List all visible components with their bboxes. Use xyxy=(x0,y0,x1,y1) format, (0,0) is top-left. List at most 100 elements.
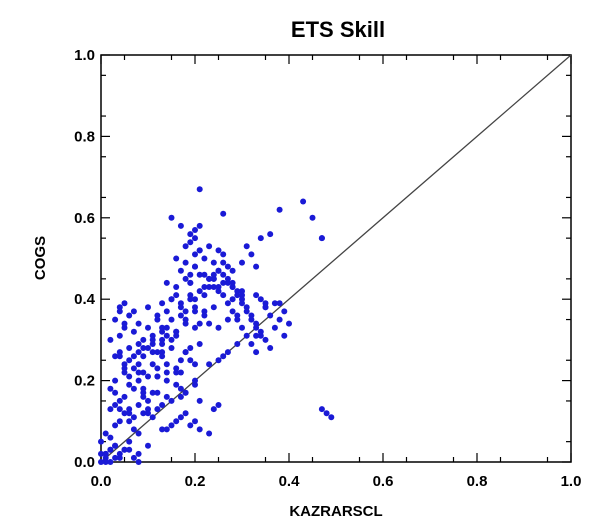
data-point xyxy=(121,369,128,376)
data-point xyxy=(112,389,119,396)
data-point xyxy=(182,316,189,323)
data-point xyxy=(140,353,147,360)
data-point xyxy=(201,255,208,262)
data-point xyxy=(177,222,184,229)
data-point xyxy=(206,320,213,327)
data-point xyxy=(187,292,194,299)
data-point xyxy=(248,312,255,319)
data-point xyxy=(271,300,278,307)
data-point xyxy=(177,393,184,400)
data-point xyxy=(271,324,278,331)
data-point xyxy=(154,316,161,323)
data-point xyxy=(145,373,151,380)
data-point xyxy=(149,414,156,421)
data-point xyxy=(163,279,170,286)
x-tick-label: 1.0 xyxy=(561,473,582,490)
data-point xyxy=(224,349,231,356)
data-points xyxy=(98,186,335,465)
data-point xyxy=(182,349,189,356)
data-point xyxy=(239,324,245,331)
data-point xyxy=(192,324,198,331)
data-point xyxy=(126,357,133,364)
data-point xyxy=(135,459,142,465)
data-point xyxy=(177,267,184,274)
x-tick-label: 0.6 xyxy=(373,473,394,490)
data-point xyxy=(192,381,198,388)
data-point xyxy=(173,332,180,339)
data-point xyxy=(121,393,128,400)
data-point xyxy=(210,304,217,311)
data-point xyxy=(145,410,151,417)
data-point xyxy=(168,345,175,351)
x-tick-label: 0.8 xyxy=(467,473,488,490)
data-point xyxy=(145,345,151,351)
data-point xyxy=(112,377,119,384)
data-point xyxy=(116,418,123,425)
y-tick-label: 0.8 xyxy=(74,128,95,145)
data-point xyxy=(154,389,161,396)
data-point xyxy=(210,259,217,266)
data-point xyxy=(220,292,227,299)
data-point xyxy=(107,406,114,413)
data-point xyxy=(159,324,166,331)
data-point xyxy=(220,251,227,258)
data-point xyxy=(215,324,222,331)
data-point xyxy=(140,393,147,400)
data-point xyxy=(177,304,184,311)
data-point xyxy=(159,402,166,408)
data-point xyxy=(126,438,133,445)
data-point xyxy=(192,418,198,425)
data-point xyxy=(206,430,213,437)
data-point xyxy=(182,275,189,282)
data-point xyxy=(173,365,180,372)
data-point xyxy=(243,304,250,311)
data-point xyxy=(243,243,250,250)
data-point xyxy=(210,406,217,413)
data-point xyxy=(276,316,283,323)
data-point xyxy=(328,414,335,421)
data-point xyxy=(168,336,175,343)
data-point xyxy=(300,198,307,205)
data-point xyxy=(187,422,194,429)
data-point xyxy=(220,271,227,278)
data-point xyxy=(215,247,222,254)
data-point xyxy=(196,271,203,278)
data-point xyxy=(187,271,194,278)
data-point xyxy=(229,308,236,315)
data-point xyxy=(281,332,288,339)
data-point xyxy=(276,206,283,213)
data-point xyxy=(130,385,137,392)
data-point xyxy=(135,320,142,327)
data-point xyxy=(215,284,222,290)
data-point xyxy=(145,324,151,331)
data-point xyxy=(253,332,260,339)
data-point xyxy=(239,296,245,303)
data-point xyxy=(267,312,274,319)
data-point xyxy=(121,410,128,417)
data-point xyxy=(173,369,180,376)
data-point xyxy=(187,239,194,246)
data-point xyxy=(196,341,203,347)
data-point xyxy=(107,434,114,441)
data-point xyxy=(224,300,231,307)
data-point xyxy=(126,345,133,351)
data-point xyxy=(229,296,236,303)
data-point xyxy=(187,231,194,238)
one-to-one-line xyxy=(100,54,572,463)
data-point xyxy=(163,332,170,339)
data-point xyxy=(248,251,255,258)
data-point xyxy=(215,267,222,274)
data-point xyxy=(206,361,213,368)
y-axis-label: COGS xyxy=(32,236,49,280)
data-point xyxy=(116,304,123,311)
data-point xyxy=(196,397,203,404)
data-point xyxy=(149,389,156,396)
data-point xyxy=(196,247,203,254)
data-point xyxy=(98,450,104,457)
data-point xyxy=(224,275,231,282)
x-axis-label: KAZRARSCL xyxy=(289,503,382,520)
data-point xyxy=(220,210,227,217)
data-point xyxy=(234,312,241,319)
data-point xyxy=(130,365,137,372)
data-point xyxy=(173,381,180,388)
